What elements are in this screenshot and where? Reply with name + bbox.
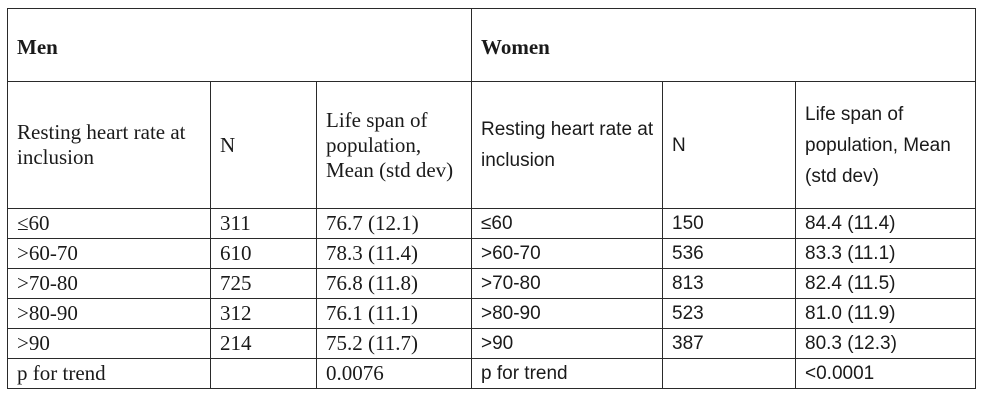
table-row: ≤60 311 76.7 (12.1) ≤60 150 84.4 (11.4) bbox=[7, 208, 976, 239]
men-heart-rate-header: Resting heart rate at inclusion bbox=[7, 81, 211, 209]
table-row: >70-80 725 76.8 (11.8) >70-80 813 82.4 (… bbox=[7, 268, 976, 299]
men-lifespan-cell: 75.2 (11.7) bbox=[316, 328, 472, 359]
trend-row: p for trend 0.0076 p for trend <0.0001 bbox=[7, 358, 976, 389]
women-lifespan-cell: 81.0 (11.9) bbox=[795, 298, 976, 329]
women-n-cell: 150 bbox=[662, 208, 796, 239]
men-lifespan-cell: 76.8 (11.8) bbox=[316, 268, 472, 299]
women-n-cell: 523 bbox=[662, 298, 796, 329]
men-n-cell: 214 bbox=[210, 328, 317, 359]
women-heart-rate-cell: ≤60 bbox=[471, 208, 663, 239]
men-n-header: N bbox=[210, 81, 317, 209]
men-group-header: Men bbox=[7, 8, 472, 82]
men-lifespan-header: Life span of population, Mean (std dev) bbox=[316, 81, 472, 209]
women-heart-rate-cell: >80-90 bbox=[471, 298, 663, 329]
group-header-row: Men Women bbox=[7, 8, 976, 82]
women-group-label: Women bbox=[481, 34, 550, 59]
men-n-cell: 311 bbox=[210, 208, 317, 239]
men-heart-rate-cell: ≤60 bbox=[7, 208, 211, 239]
men-heart-rate-cell: >80-90 bbox=[7, 298, 211, 329]
men-heart-rate-cell: >70-80 bbox=[7, 268, 211, 299]
men-heart-rate-cell: >90 bbox=[7, 328, 211, 359]
women-trend-value: <0.0001 bbox=[795, 358, 976, 389]
men-n-cell: 610 bbox=[210, 238, 317, 269]
women-heart-rate-cell: >60-70 bbox=[471, 238, 663, 269]
men-heart-rate-cell: >60-70 bbox=[7, 238, 211, 269]
women-heart-rate-cell: >70-80 bbox=[471, 268, 663, 299]
table-row: >90 214 75.2 (11.7) >90 387 80.3 (12.3) bbox=[7, 328, 976, 359]
men-n-cell: 725 bbox=[210, 268, 317, 299]
women-n-cell: 813 bbox=[662, 268, 796, 299]
heart-rate-lifespan-table: Men Women Resting heart rate at inclusio… bbox=[7, 8, 976, 389]
men-trend-label: p for trend bbox=[7, 358, 211, 389]
men-lifespan-cell: 78.3 (11.4) bbox=[316, 238, 472, 269]
women-heart-rate-cell: >90 bbox=[471, 328, 663, 359]
women-trend-empty-cell bbox=[662, 358, 796, 389]
women-n-header: N bbox=[662, 81, 796, 209]
men-lifespan-cell: 76.1 (11.1) bbox=[316, 298, 472, 329]
women-n-cell: 536 bbox=[662, 238, 796, 269]
women-lifespan-cell: 82.4 (11.5) bbox=[795, 268, 976, 299]
men-trend-value: 0.0076 bbox=[316, 358, 472, 389]
women-group-header: Women bbox=[471, 8, 976, 82]
table-row: >80-90 312 76.1 (11.1) >80-90 523 81.0 (… bbox=[7, 298, 976, 329]
men-n-cell: 312 bbox=[210, 298, 317, 329]
women-trend-label: p for trend bbox=[471, 358, 663, 389]
women-n-cell: 387 bbox=[662, 328, 796, 359]
women-lifespan-header: Life span of population, Mean (std dev) bbox=[795, 81, 976, 209]
women-lifespan-cell: 80.3 (12.3) bbox=[795, 328, 976, 359]
table-row: >60-70 610 78.3 (11.4) >60-70 536 83.3 (… bbox=[7, 238, 976, 269]
men-group-label: Men bbox=[17, 34, 58, 59]
men-lifespan-cell: 76.7 (12.1) bbox=[316, 208, 472, 239]
women-heart-rate-header: Resting heart rate at inclusion bbox=[471, 81, 663, 209]
men-trend-empty-cell bbox=[210, 358, 317, 389]
women-lifespan-cell: 84.4 (11.4) bbox=[795, 208, 976, 239]
column-header-row: Resting heart rate at inclusion N Life s… bbox=[7, 81, 976, 209]
women-lifespan-cell: 83.3 (11.1) bbox=[795, 238, 976, 269]
